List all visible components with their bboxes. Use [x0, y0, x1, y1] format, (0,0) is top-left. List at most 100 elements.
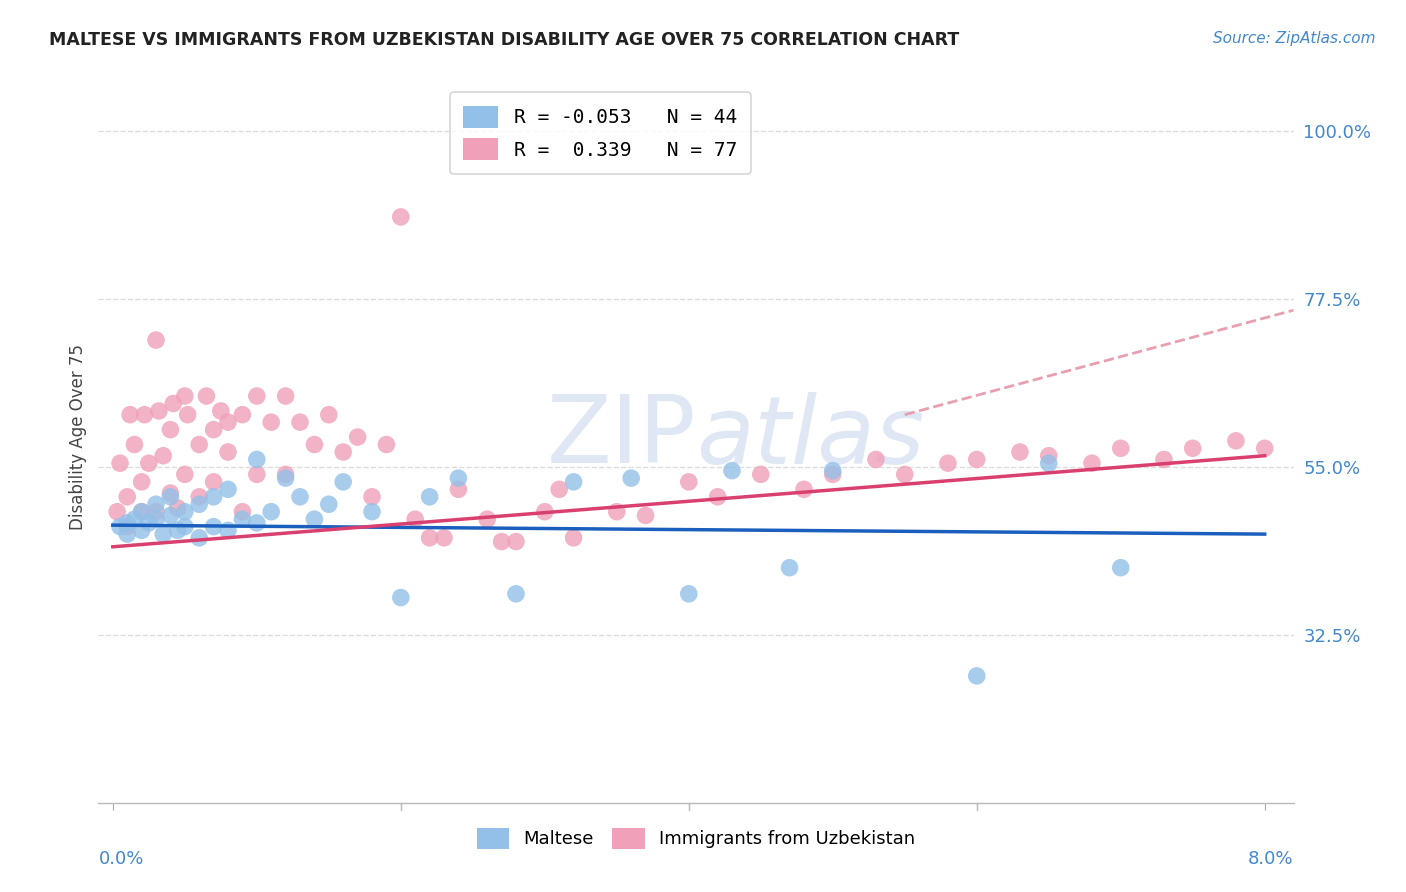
Point: [105, 505, 128, 519]
Point: [131, 475, 153, 489]
Point: [1008, 445, 1031, 459]
Point: [217, 415, 239, 429]
Point: [159, 490, 181, 504]
Point: [173, 505, 195, 519]
Point: [159, 508, 181, 523]
Point: [246, 452, 269, 467]
Point: [159, 486, 181, 500]
Point: [134, 408, 156, 422]
Point: [152, 449, 174, 463]
Point: [120, 408, 142, 422]
Point: [288, 490, 311, 504]
Text: 8.0%: 8.0%: [1249, 850, 1294, 868]
Text: 0.0%: 0.0%: [98, 850, 143, 868]
Point: [634, 508, 657, 523]
Point: [318, 408, 340, 422]
Point: [966, 669, 988, 683]
Point: [260, 415, 283, 429]
Point: [173, 519, 195, 533]
Point: [202, 475, 225, 489]
Point: [505, 534, 527, 549]
Point: [562, 475, 585, 489]
Point: [318, 497, 340, 511]
Point: [231, 505, 253, 519]
Point: [138, 516, 160, 530]
Point: [148, 404, 170, 418]
Point: [145, 333, 167, 347]
Point: [145, 512, 167, 526]
Point: [188, 490, 211, 504]
Point: [304, 437, 326, 451]
Point: [274, 389, 297, 403]
Point: [419, 490, 441, 504]
Point: [173, 389, 195, 403]
Point: [188, 437, 211, 451]
Point: [188, 497, 211, 511]
Text: atlas: atlas: [696, 392, 924, 483]
Point: [195, 389, 218, 403]
Point: [1326, 426, 1348, 441]
Point: [332, 475, 354, 489]
Point: [115, 516, 138, 530]
Point: [152, 527, 174, 541]
Point: [678, 475, 700, 489]
Point: [274, 471, 297, 485]
Point: [332, 445, 354, 459]
Point: [166, 500, 188, 515]
Point: [131, 505, 153, 519]
Point: [346, 430, 368, 444]
Point: [246, 516, 269, 530]
Point: [375, 437, 398, 451]
Point: [209, 404, 232, 418]
Point: [419, 531, 441, 545]
Point: [115, 519, 138, 533]
Point: [1225, 434, 1247, 448]
Point: [131, 524, 153, 538]
Point: [124, 512, 146, 526]
Point: [865, 452, 887, 467]
Point: [821, 464, 844, 478]
Point: [821, 467, 844, 482]
Point: [433, 531, 456, 545]
Point: [361, 490, 384, 504]
Point: [721, 464, 744, 478]
Point: [361, 505, 384, 519]
Point: [893, 467, 915, 482]
Point: [548, 483, 571, 497]
Point: [145, 505, 167, 519]
Point: [145, 497, 167, 511]
Point: [202, 519, 225, 533]
Point: [749, 467, 772, 482]
Point: [246, 389, 269, 403]
Point: [108, 519, 131, 533]
Point: [678, 587, 700, 601]
Point: [260, 505, 283, 519]
Point: [159, 423, 181, 437]
Point: [533, 505, 555, 519]
Point: [505, 587, 527, 601]
Point: [1296, 430, 1319, 444]
Point: [202, 490, 225, 504]
Point: [274, 467, 297, 482]
Point: [108, 456, 131, 470]
Point: [1153, 452, 1175, 467]
Point: [966, 452, 988, 467]
Point: [115, 527, 138, 541]
Point: [404, 512, 426, 526]
Point: [304, 512, 326, 526]
Point: [176, 408, 198, 422]
Point: [1109, 442, 1132, 456]
Point: [166, 524, 188, 538]
Point: [1181, 442, 1204, 456]
Point: [115, 490, 138, 504]
Point: [1398, 415, 1406, 429]
Point: [138, 456, 160, 470]
Point: [620, 471, 643, 485]
Point: [1038, 456, 1060, 470]
Point: [173, 467, 195, 482]
Point: [706, 490, 728, 504]
Point: [1254, 442, 1277, 456]
Point: [231, 408, 253, 422]
Point: [231, 512, 253, 526]
Point: [131, 505, 153, 519]
